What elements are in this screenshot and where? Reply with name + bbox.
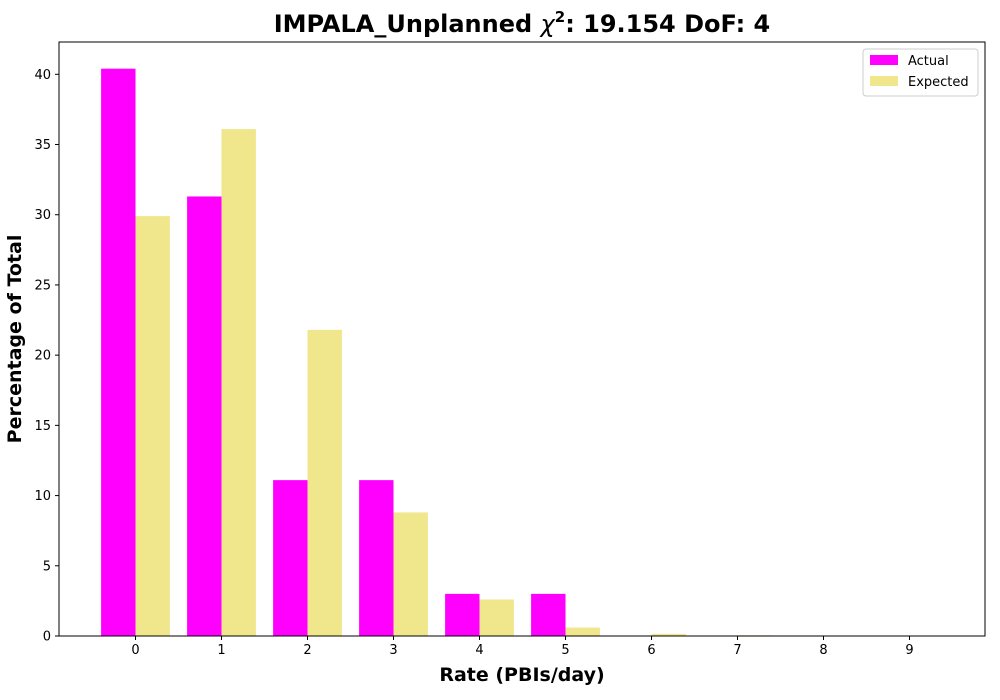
bar-actual-5 bbox=[531, 593, 566, 636]
bar-actual-4 bbox=[445, 593, 480, 636]
bar-actual-1 bbox=[187, 196, 222, 636]
x-tick-label: 9 bbox=[905, 643, 913, 658]
y-axis-label: Percentage of Total bbox=[4, 235, 26, 444]
bar-actual-2 bbox=[273, 480, 308, 636]
bar-expected-5 bbox=[565, 627, 600, 636]
bar-expected-6 bbox=[651, 633, 686, 636]
plot-frame bbox=[58, 41, 986, 637]
x-tick-label: 7 bbox=[733, 643, 741, 658]
x-tick-label: 3 bbox=[389, 643, 397, 658]
bars-group bbox=[101, 68, 772, 637]
x-tick-label: 2 bbox=[303, 643, 311, 658]
x-tick-label: 6 bbox=[647, 643, 655, 658]
y-tick-label: 40 bbox=[34, 68, 51, 83]
bar-expected-0 bbox=[135, 216, 170, 636]
y-tick-label: 25 bbox=[34, 278, 51, 293]
bar-actual-3 bbox=[359, 480, 394, 636]
bar-expected-3 bbox=[393, 512, 428, 636]
y-tick-label: 20 bbox=[34, 349, 51, 364]
x-tick-label: 1 bbox=[217, 643, 225, 658]
bar-expected-4 bbox=[479, 599, 514, 636]
bar-actual-0 bbox=[101, 68, 136, 637]
legend-swatch-actual bbox=[870, 55, 898, 65]
x-tick-label: 5 bbox=[561, 643, 569, 658]
y-tick-label: 15 bbox=[34, 419, 51, 434]
x-tick-label: 0 bbox=[131, 643, 139, 658]
x-tick-label: 4 bbox=[475, 643, 483, 658]
chart-title: IMPALA_Unplanned χ2: 19.154 DoF: 4 bbox=[274, 8, 771, 38]
y-tick-label: 5 bbox=[43, 559, 51, 574]
y-tick-label: 35 bbox=[34, 138, 51, 153]
x-axis: 0 1 2 3 4 5 6 7 8 9 bbox=[131, 636, 914, 658]
bar-expected-2 bbox=[307, 329, 342, 636]
legend: Actual Expected bbox=[862, 48, 979, 97]
x-tick-label: 8 bbox=[819, 643, 827, 658]
y-axis: 0 5 10 15 20 25 30 35 40 bbox=[34, 68, 59, 645]
y-tick-label: 30 bbox=[34, 208, 51, 223]
legend-swatch-expected bbox=[870, 76, 898, 86]
bar-expected-1 bbox=[221, 129, 256, 636]
x-axis-label: Rate (PBIs/day) bbox=[439, 664, 604, 686]
y-tick-label: 10 bbox=[34, 489, 51, 504]
y-tick-label: 0 bbox=[43, 630, 51, 645]
legend-label-expected: Expected bbox=[908, 75, 969, 90]
legend-label-actual: Actual bbox=[908, 54, 949, 69]
